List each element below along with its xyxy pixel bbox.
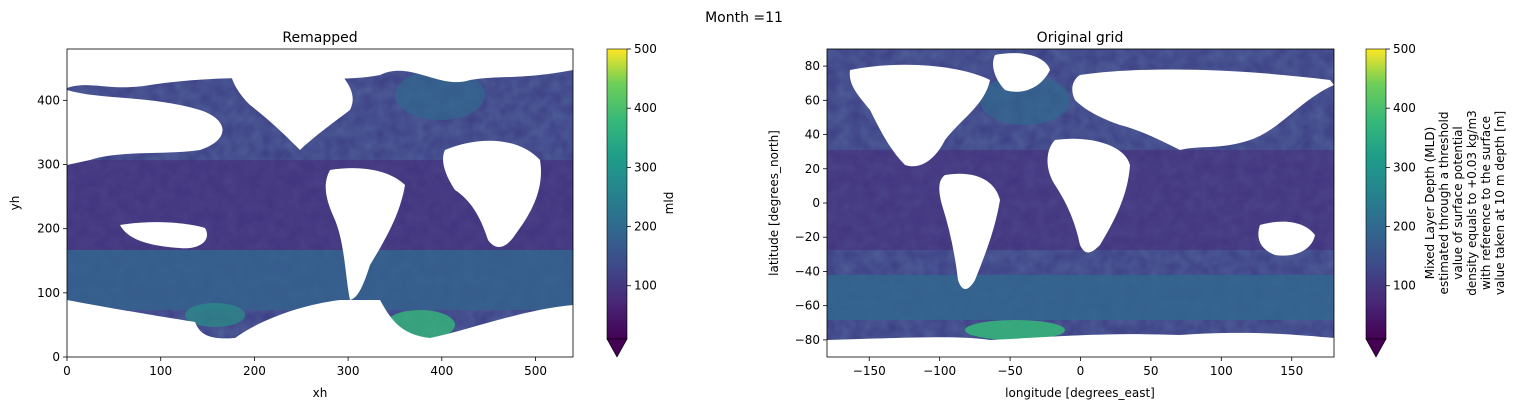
original-colorbar: 100 200 300 400 500 Mixed Layer Depth (MLD) e… xyxy=(1365,42,1507,358)
remapped-ytick-label: 0 xyxy=(52,350,60,364)
original-xtick-label: 50 xyxy=(1143,364,1158,378)
original-title: Original grid xyxy=(1037,30,1124,46)
original-xtick-label: −150 xyxy=(853,364,886,378)
remapped-axes-frame xyxy=(66,48,574,358)
original-xlabel: longitude [degrees_east] xyxy=(1005,386,1155,400)
remapped-xtick-label: 500 xyxy=(524,364,547,378)
original-ytick-label: 0 xyxy=(812,196,820,210)
original-ytick-label: 80 xyxy=(805,59,820,73)
original-ticks: −150 −100 −50 0 50 100 150 −80 −60 −40 −20 0 20 40 60 8… xyxy=(795,59,1304,378)
original-cbtick-label: 400 xyxy=(1393,101,1416,115)
remapped-cbtick-label: 200 xyxy=(634,220,657,234)
original-cbtick-label: 300 xyxy=(1393,160,1416,174)
remapped-cbtick-label: 100 xyxy=(634,279,657,293)
original-xtick-label: 0 xyxy=(1077,364,1085,378)
remapped-ytick-label: 200 xyxy=(37,222,60,236)
original-ytick-label: −40 xyxy=(795,264,820,278)
original-ytick-label: −20 xyxy=(795,230,820,244)
remapped-xtick-label: 400 xyxy=(430,364,453,378)
original-colorbar-fill xyxy=(1365,48,1387,340)
original-ytick-label: 20 xyxy=(805,162,820,176)
original-xtick-label: 150 xyxy=(1280,364,1303,378)
remapped-colorbar-label: mld xyxy=(662,192,676,215)
remapped-ylabel: yh xyxy=(8,196,22,211)
remapped-colorbar-fill xyxy=(606,48,628,340)
original-plot-area xyxy=(827,49,1334,357)
original-southern-band xyxy=(827,275,1334,320)
remapped-panel: Remapped xyxy=(8,30,676,400)
remapped-north-atlantic xyxy=(395,70,485,120)
remapped-xtick-label: 0 xyxy=(63,364,71,378)
original-xtick-label: −100 xyxy=(923,364,956,378)
remapped-title: Remapped xyxy=(282,30,357,46)
original-colorbar-label-line: Mixed Layer Depth (MLD) xyxy=(1423,127,1437,280)
remapped-ytick-label: 300 xyxy=(37,158,60,172)
original-cbtick-label: 100 xyxy=(1393,279,1416,293)
remapped-xlabel: xh xyxy=(313,386,328,400)
original-colorbar-ticks: 100 200 300 400 500 xyxy=(1386,42,1416,293)
original-colorbar-extend xyxy=(1365,338,1387,358)
original-colorbar-label: Mixed Layer Depth (MLD) estimated through… xyxy=(1423,110,1507,296)
original-colorbar-label-line: with reference to the surface xyxy=(1479,116,1493,290)
remapped-xtick-label: 300 xyxy=(337,364,360,378)
remapped-cbtick-label: 300 xyxy=(634,160,657,174)
remapped-xtick-label: 100 xyxy=(149,364,172,378)
original-ytick-label: −60 xyxy=(795,299,820,313)
original-ytick-label: 60 xyxy=(805,93,820,107)
original-ylabel: latitude [degrees_north] xyxy=(767,130,781,276)
remapped-ytick-label: 400 xyxy=(37,93,60,107)
original-cbtick-label: 200 xyxy=(1393,220,1416,234)
original-xtick-label: 100 xyxy=(1210,364,1233,378)
original-ytick-label: −80 xyxy=(795,333,820,347)
figure-suptitle: Month =11 xyxy=(705,10,783,26)
remapped-ross-sea xyxy=(185,303,245,327)
remapped-colorbar-ticks: 100 200 300 400 500 xyxy=(627,42,657,293)
original-colorbar-label-line: value taken at 10 m depth [m] xyxy=(1493,111,1507,295)
remapped-ticks: 0 100 200 300 400 500 0 100 200 300 400 xyxy=(37,93,547,378)
remapped-xtick-label: 200 xyxy=(243,364,266,378)
original-cbtick-label: 500 xyxy=(1393,42,1416,56)
original-xtick-label: −50 xyxy=(997,364,1022,378)
remapped-land xyxy=(67,49,573,357)
remapped-southern-band xyxy=(67,250,573,310)
original-north-atlantic xyxy=(980,75,1070,125)
remapped-ytick-label: 100 xyxy=(37,286,60,300)
original-colorbar-label-line: value of surface potential xyxy=(1451,126,1465,280)
remapped-cbtick-label: 500 xyxy=(634,42,657,56)
original-panel: Original grid xyxy=(767,30,1507,400)
remapped-plot-area xyxy=(67,49,573,357)
remapped-colorbar-extend xyxy=(606,338,628,358)
original-colorbar-label-line: density equals to +0.03 kg/m3 xyxy=(1465,110,1479,296)
remapped-cbtick-label: 400 xyxy=(634,101,657,115)
original-colorbar-label-line: estimated through a threshold xyxy=(1437,112,1451,295)
original-land xyxy=(827,53,1334,357)
original-ytick-label: 40 xyxy=(805,128,820,142)
original-weddell-deep xyxy=(965,320,1065,340)
remapped-colorbar: 100 200 300 400 500 mld xyxy=(606,42,676,358)
